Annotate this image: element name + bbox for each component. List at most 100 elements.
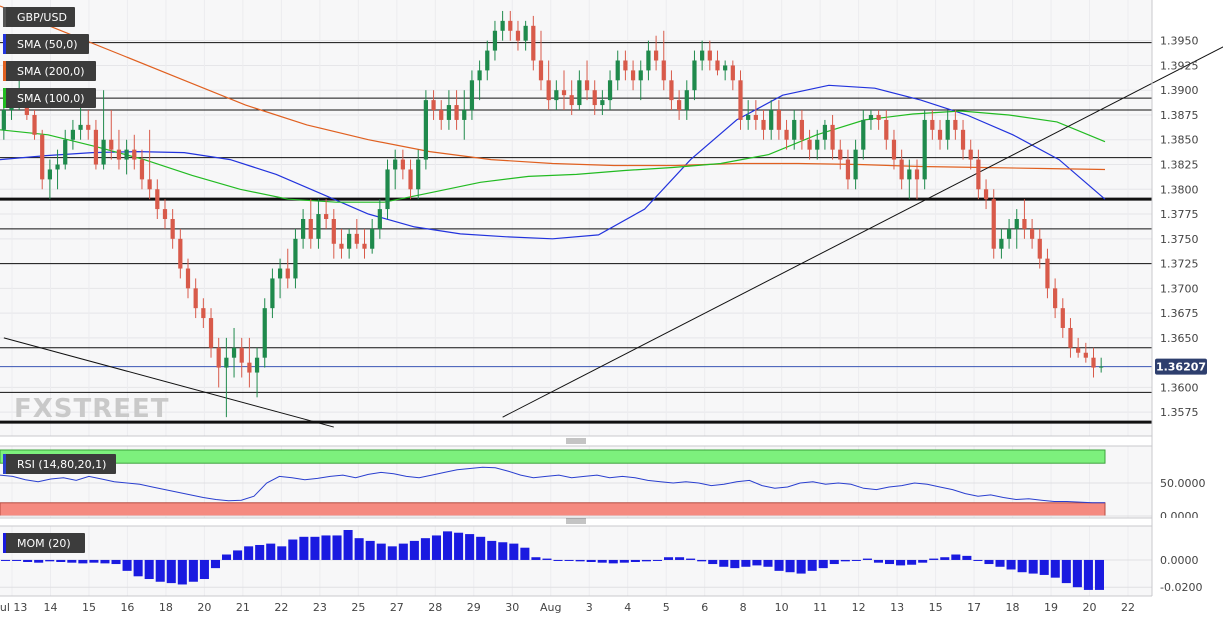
candle xyxy=(63,129,68,170)
candle-body xyxy=(700,50,705,61)
candle xyxy=(753,100,758,130)
candle xyxy=(316,199,321,249)
mom-bar xyxy=(1050,559,1060,578)
mom-bar xyxy=(509,543,519,560)
candle xyxy=(853,139,858,190)
indicator-label[interactable]: GBP/USD xyxy=(3,7,75,27)
candle xyxy=(347,228,352,259)
mom-bar xyxy=(332,535,342,560)
candle xyxy=(584,60,590,101)
candle-body xyxy=(784,129,789,140)
candle xyxy=(1076,337,1081,358)
candle xyxy=(515,20,521,51)
indicator-label[interactable]: SMA (50,0) xyxy=(3,34,89,54)
y-tick-label: 1.3575 xyxy=(1160,406,1199,419)
candle-body xyxy=(830,124,835,150)
indicator-label-bg xyxy=(3,34,89,54)
candle xyxy=(1053,278,1058,319)
indicator-label-swatch xyxy=(3,61,6,81)
y-tick-label: 1.3750 xyxy=(1160,233,1199,246)
mom-bar xyxy=(851,559,861,561)
mom-bar xyxy=(1006,559,1016,570)
mom-bar xyxy=(1061,559,1071,584)
candle-body xyxy=(362,243,367,249)
x-tick-label: 18 xyxy=(1006,601,1020,614)
candle-body xyxy=(1083,352,1088,358)
mom-bar xyxy=(1094,559,1104,590)
candle-body xyxy=(868,114,874,120)
mom-bar xyxy=(907,559,917,565)
candle-body xyxy=(224,357,229,368)
candle xyxy=(308,199,313,249)
candle-body xyxy=(132,149,137,160)
candle xyxy=(170,209,175,249)
candle xyxy=(707,40,712,71)
mom-bar xyxy=(299,536,309,560)
candle xyxy=(868,110,874,130)
candle xyxy=(1006,219,1012,249)
indicator-label[interactable]: RSI (14,80,20,1) xyxy=(3,454,116,474)
mom-bar xyxy=(476,536,486,560)
candle xyxy=(208,308,214,358)
candle-body xyxy=(907,169,912,180)
candle xyxy=(147,129,152,200)
y-tick-label: 1.3800 xyxy=(1160,183,1199,196)
candle xyxy=(907,159,912,200)
indicator-label-text: RSI (14,80,20,1) xyxy=(17,458,106,471)
mom-tick-label: -0.0200 xyxy=(1160,581,1202,594)
x-tick-label: 22 xyxy=(274,601,288,614)
candle xyxy=(1037,228,1042,269)
candle-body xyxy=(953,119,958,130)
mom-bar xyxy=(619,559,629,563)
indicator-label[interactable]: SMA (100,0) xyxy=(3,88,96,108)
candle xyxy=(293,228,298,289)
candle-body xyxy=(500,20,505,31)
candle-body xyxy=(370,228,375,249)
mom-bar xyxy=(918,559,928,563)
candle xyxy=(623,50,628,81)
indicator-label-text: SMA (200,0) xyxy=(17,65,85,78)
mom-bar xyxy=(365,540,375,560)
indicator-label[interactable]: MOM (20) xyxy=(3,533,85,553)
candle xyxy=(32,110,37,140)
mom-bar xyxy=(56,559,66,562)
candle xyxy=(239,337,244,378)
candle-body xyxy=(86,124,91,130)
mom-bar xyxy=(575,559,585,562)
indicator-label[interactable]: SMA (200,0) xyxy=(3,61,96,81)
mom-bar xyxy=(1028,559,1038,574)
x-tick-label: 6 xyxy=(701,601,708,614)
panel-dividers xyxy=(0,0,1153,597)
candle-body xyxy=(446,105,452,120)
candle-body xyxy=(607,80,613,101)
mom-bar xyxy=(862,558,872,560)
candle xyxy=(884,110,889,150)
candle-body xyxy=(884,119,889,140)
candle-body xyxy=(1037,238,1042,259)
candle xyxy=(431,90,436,120)
candle xyxy=(822,119,828,150)
x-tick-label: 13 xyxy=(890,601,904,614)
mom-bar xyxy=(498,542,508,560)
mom-bar xyxy=(23,559,33,562)
candle xyxy=(393,149,398,190)
candle-body xyxy=(347,233,352,249)
mom-bar xyxy=(730,559,740,569)
y-tick-label: 1.3925 xyxy=(1160,59,1199,72)
y-tick-label: 1.3950 xyxy=(1160,35,1199,48)
candle-body xyxy=(124,149,129,160)
x-tick-label: 15 xyxy=(929,601,943,614)
indicator-labels[interactable]: GBP/USD SMA (50,0) SMA (200,0) SMA (100,0) R… xyxy=(3,7,116,553)
candle xyxy=(247,337,252,388)
candle-body xyxy=(239,347,244,363)
candle-body xyxy=(546,80,551,101)
candle-body xyxy=(170,219,175,239)
mom-bar xyxy=(465,534,475,560)
candle-body xyxy=(216,347,221,368)
candle-body xyxy=(262,308,267,358)
candle-body xyxy=(569,95,574,106)
candle-body xyxy=(285,268,290,279)
mom-bar xyxy=(785,559,795,573)
mom-bar xyxy=(752,559,762,566)
